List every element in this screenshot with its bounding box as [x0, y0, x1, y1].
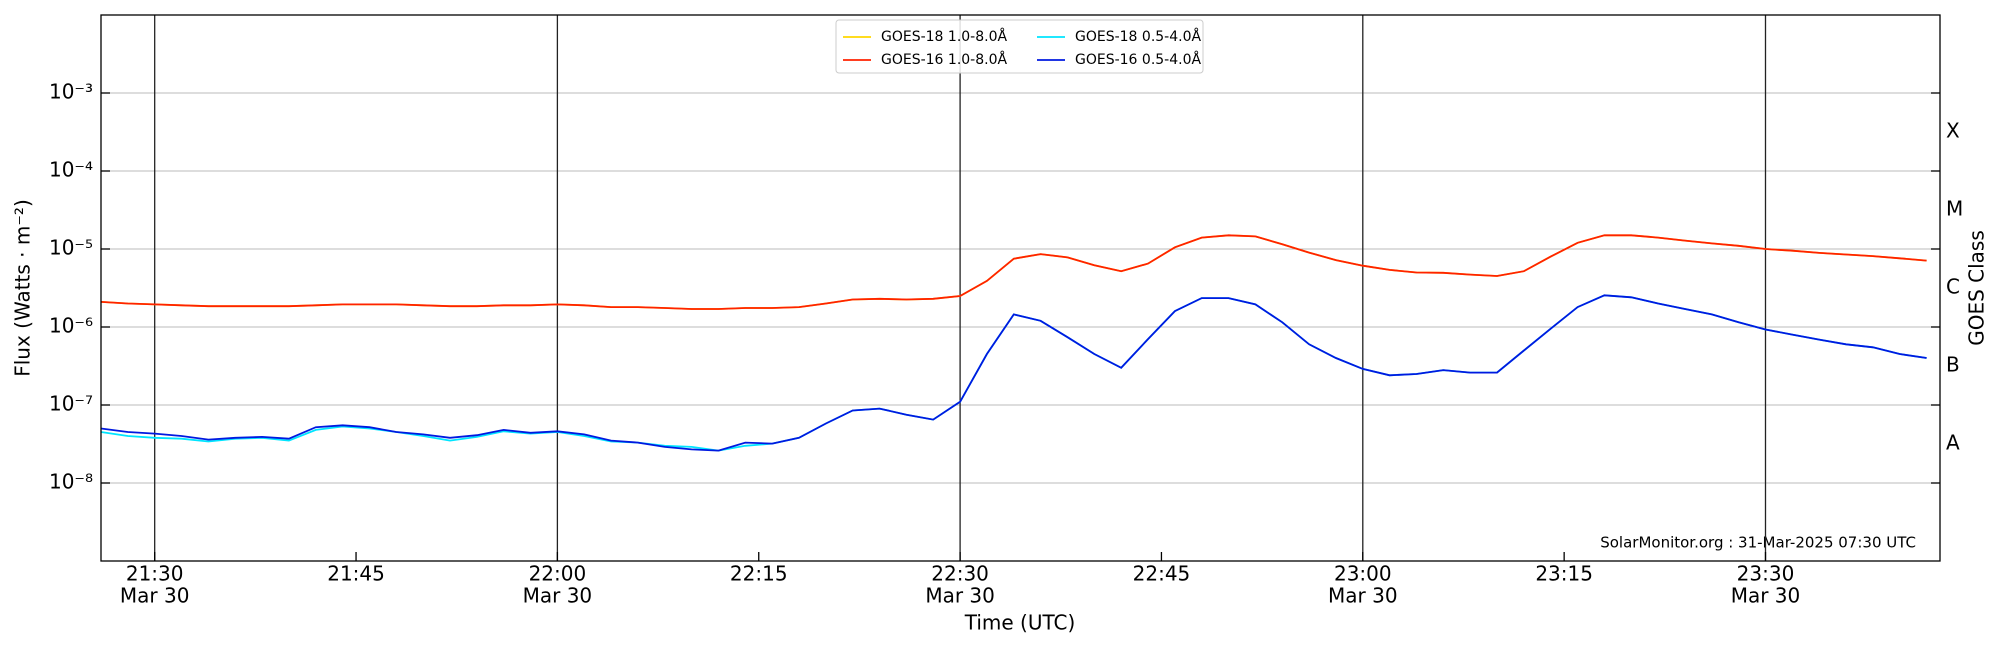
y-tick-label: 10⁻³ — [49, 80, 93, 104]
x-tick-label: 23:30 — [1737, 562, 1795, 586]
class-label: X — [1946, 119, 1960, 143]
y2-axis-label: GOES Class — [1965, 230, 1989, 346]
x-tick-date: Mar 30 — [523, 584, 593, 608]
series-line — [100, 294, 1927, 452]
class-label: B — [1946, 353, 1960, 377]
x-tick-label: 21:30 — [126, 562, 184, 586]
legend-label: GOES-18 0.5-4.0Å — [1075, 28, 1201, 45]
y-tick-label: 10⁻⁴ — [49, 158, 93, 182]
x-tick-date: Mar 30 — [120, 584, 190, 608]
plot-frame — [100, 14, 1941, 562]
y-tick-label: 10⁻⁸ — [49, 470, 93, 494]
series-line — [100, 234, 1927, 310]
x-tick-label: 21:45 — [327, 562, 385, 586]
x-axis-label: Time (UTC) — [964, 611, 1076, 635]
legend-label: GOES-16 0.5-4.0Å — [1075, 51, 1201, 68]
x-tick-label: 22:15 — [730, 562, 788, 586]
legend-label: GOES-16 1.0-8.0Å — [881, 51, 1007, 68]
x-tick-date: Mar 30 — [925, 584, 995, 608]
class-label: A — [1946, 431, 1960, 455]
legend-box — [835, 19, 1204, 74]
x-tick-label: 23:15 — [1535, 562, 1593, 586]
x-tick-date: Mar 30 — [1328, 584, 1398, 608]
legend-label: GOES-18 1.0-8.0Å — [881, 28, 1007, 45]
x-tick-label: 22:45 — [1133, 562, 1191, 586]
y-tick-label: 10⁻⁶ — [49, 314, 93, 338]
y-tick-label: 10⁻⁵ — [49, 236, 93, 260]
class-label: M — [1946, 197, 1963, 221]
class-label: C — [1946, 275, 1960, 299]
x-tick-date: Mar 30 — [1731, 584, 1801, 608]
y-axis-label: Flux (Watts · m⁻²) — [11, 199, 35, 377]
x-tick-label: 23:00 — [1334, 562, 1392, 586]
annotation: SolarMonitor.org : 31-Mar-2025 07:30 UTC — [1600, 534, 1916, 552]
y-tick-label: 10⁻⁷ — [49, 392, 93, 416]
x-tick-label: 22:00 — [529, 562, 587, 586]
x-tick-label: 22:30 — [931, 562, 989, 586]
